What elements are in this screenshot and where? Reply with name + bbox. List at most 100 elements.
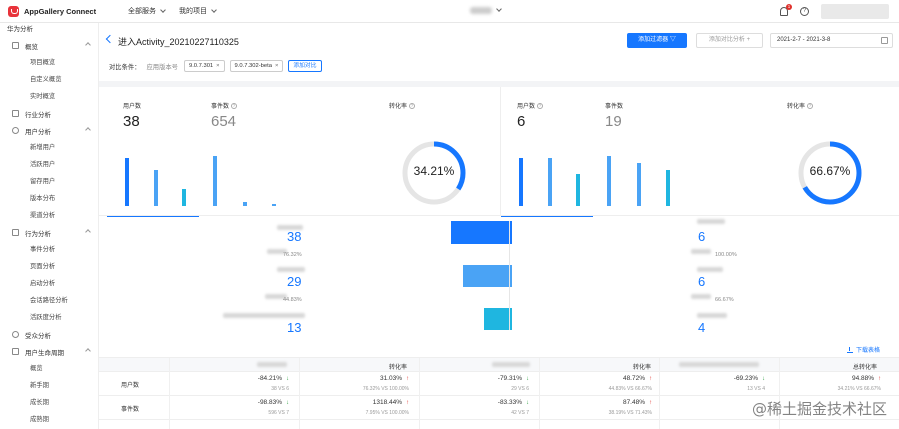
cell-sub: 38 VS 6 bbox=[271, 386, 289, 392]
nav-my-projects[interactable]: 我的项目 bbox=[179, 6, 217, 16]
funnel-bar bbox=[451, 221, 512, 244]
section-divider bbox=[99, 81, 899, 87]
step-name-redacted bbox=[277, 267, 305, 272]
add-compare-tag-button[interactable]: 添加对比 bbox=[288, 60, 322, 72]
sidebar-item[interactable]: 自定义概览 bbox=[30, 76, 62, 83]
close-icon[interactable]: × bbox=[274, 63, 279, 69]
help-icon[interactable]: ? bbox=[231, 102, 238, 109]
sidebar-item[interactable]: 页面分析 bbox=[30, 263, 56, 270]
table-cell: 31.03% ↑ bbox=[339, 375, 409, 382]
sidebar-item[interactable]: 版本分布 bbox=[30, 195, 56, 202]
sidebar-group-users[interactable]: 用户分析 bbox=[0, 122, 98, 139]
sidebar-group-audience[interactable]: 受众分析 bbox=[0, 326, 98, 343]
help-icon[interactable]: ? bbox=[537, 102, 544, 109]
funnel-bar bbox=[484, 308, 512, 330]
step-name-redacted bbox=[697, 267, 723, 272]
events-label-text: 事件数 bbox=[211, 104, 230, 110]
sidebar-item[interactable]: 会话路径分析 bbox=[30, 297, 68, 304]
sidebar-item[interactable]: 项目概览 bbox=[30, 59, 56, 66]
sidebar-group-lifecycle[interactable]: 用户生命周期 bbox=[0, 343, 98, 360]
bell-icon[interactable]: 1 bbox=[780, 4, 792, 16]
cell-value: 48.72% bbox=[622, 375, 645, 382]
column-divider bbox=[419, 358, 420, 429]
sidebar-item[interactable]: 启动分析 bbox=[30, 280, 56, 287]
chevron-down-icon bbox=[160, 6, 166, 13]
ring-progress bbox=[402, 141, 466, 205]
back-arrow-icon[interactable] bbox=[105, 34, 115, 44]
events-label: 事件数 bbox=[605, 101, 623, 110]
panel-divider bbox=[500, 87, 501, 215]
table-row: 用户数 -84.21% ↓ 38 VS 6 31.03% ↑ 76.32% VS 1… bbox=[99, 372, 899, 396]
funnel-value-right: 6 bbox=[698, 274, 706, 289]
nav-all-services[interactable]: 全部服务 bbox=[128, 6, 166, 16]
funnel-value-left: 29 bbox=[287, 274, 302, 289]
sidebar-item[interactable]: 概览 bbox=[30, 365, 43, 372]
download-label: 下载表格 bbox=[856, 348, 881, 354]
add-compare-label: 添加对比分析 bbox=[708, 37, 745, 43]
users-bar bbox=[125, 158, 129, 206]
sidebar-item[interactable]: 留存用户 bbox=[30, 178, 56, 185]
sidebar-item[interactable]: 新手期 bbox=[30, 382, 49, 389]
ring-progress bbox=[798, 141, 862, 205]
funnel-value-right: 4 bbox=[698, 320, 706, 335]
help-icon[interactable]: ? bbox=[807, 102, 814, 109]
compare-dimension: 应用版本号 bbox=[146, 63, 178, 71]
events-label-text: 事件数 bbox=[605, 104, 624, 110]
events-value: 654 bbox=[211, 113, 237, 130]
cell-value: -69.23% bbox=[733, 375, 758, 382]
compare-tag[interactable]: 9.0.7.301 × bbox=[183, 60, 225, 72]
sidebar-item[interactable]: 成长期 bbox=[30, 399, 49, 406]
users-value: 6 bbox=[517, 113, 526, 130]
plus-icon: + bbox=[746, 37, 751, 43]
rate-value: 34.21% bbox=[413, 164, 455, 178]
cell-value: 94.88% bbox=[851, 375, 874, 382]
add-compare-button[interactable]: 添加对比分析 + bbox=[696, 33, 763, 48]
arrow-up-icon: ↑ bbox=[406, 400, 409, 406]
table-cell: 48.72% ↑ bbox=[582, 375, 652, 382]
events-bar bbox=[666, 170, 670, 206]
sidebar-item[interactable]: 活跃度分析 bbox=[30, 314, 62, 321]
table-cell: -69.23% ↓ bbox=[695, 375, 765, 382]
stats-panel-left: 用户数 38 事件数? 654 转化率? 34.21% bbox=[99, 87, 499, 217]
calendar-icon bbox=[881, 37, 888, 44]
column-divider bbox=[659, 358, 660, 429]
cell-value: -79.31% bbox=[497, 375, 522, 382]
sidebar-group-overview[interactable]: 概览 bbox=[0, 37, 98, 54]
sidebar-item[interactable]: 事件分析 bbox=[30, 246, 56, 253]
funnel-pct-left: 76.32% bbox=[283, 252, 302, 258]
project-selector[interactable] bbox=[470, 6, 502, 14]
sidebar-group-behavior[interactable]: 行为分析 bbox=[0, 224, 98, 241]
active-tab-underline bbox=[107, 216, 199, 217]
conversion-ring bbox=[402, 141, 466, 205]
chevron-down-icon bbox=[496, 6, 502, 12]
close-icon[interactable]: × bbox=[216, 63, 220, 69]
step-name-redacted bbox=[697, 313, 727, 318]
add-filter-button[interactable]: 添加过滤器 ▽ bbox=[627, 33, 687, 48]
chevron-up-icon bbox=[85, 229, 91, 235]
brand-name: AppGallery Connect bbox=[24, 6, 97, 16]
table-cell: -98.83% ↓ bbox=[219, 399, 289, 406]
help-icon[interactable]: ? bbox=[800, 7, 809, 16]
sidebar-group-industry[interactable]: 行业分析 bbox=[0, 105, 98, 122]
brand-logo[interactable]: AppGallery Connect bbox=[8, 5, 116, 17]
sidebar-group-label: 受众分析 bbox=[25, 332, 51, 340]
funnel-value-left: 13 bbox=[287, 320, 302, 335]
column-header-redacted bbox=[492, 362, 530, 367]
events-bar bbox=[272, 204, 276, 206]
users-bar bbox=[576, 174, 580, 206]
cell-value: -84.21% bbox=[257, 375, 282, 382]
download-table-button[interactable]: 下载表格 bbox=[847, 345, 880, 354]
cell-sub: 44.83% VS 66.67% bbox=[608, 386, 652, 392]
compare-tag[interactable]: 9.0.7.302-beta × bbox=[229, 60, 284, 72]
sidebar-item[interactable]: 渠道分析 bbox=[30, 212, 56, 219]
sidebar-item[interactable]: 实时概览 bbox=[30, 93, 56, 100]
account-menu[interactable] bbox=[821, 4, 889, 19]
arrow-up-icon: ↑ bbox=[649, 400, 652, 406]
sidebar-item[interactable]: 新增用户 bbox=[30, 144, 56, 151]
help-icon[interactable]: ? bbox=[409, 102, 416, 109]
user-icon bbox=[12, 127, 19, 134]
date-range-picker[interactable]: 2021-2-7 - 2021-3-8 bbox=[770, 33, 893, 48]
sidebar-item[interactable]: 活跃用户 bbox=[30, 161, 56, 168]
comparison-table: 转化率 转化率 总转化率 用户数 -84.21% ↓ 38 VS 6 31.03%… bbox=[99, 357, 899, 429]
sidebar-item[interactable]: 成熟期 bbox=[30, 416, 49, 423]
